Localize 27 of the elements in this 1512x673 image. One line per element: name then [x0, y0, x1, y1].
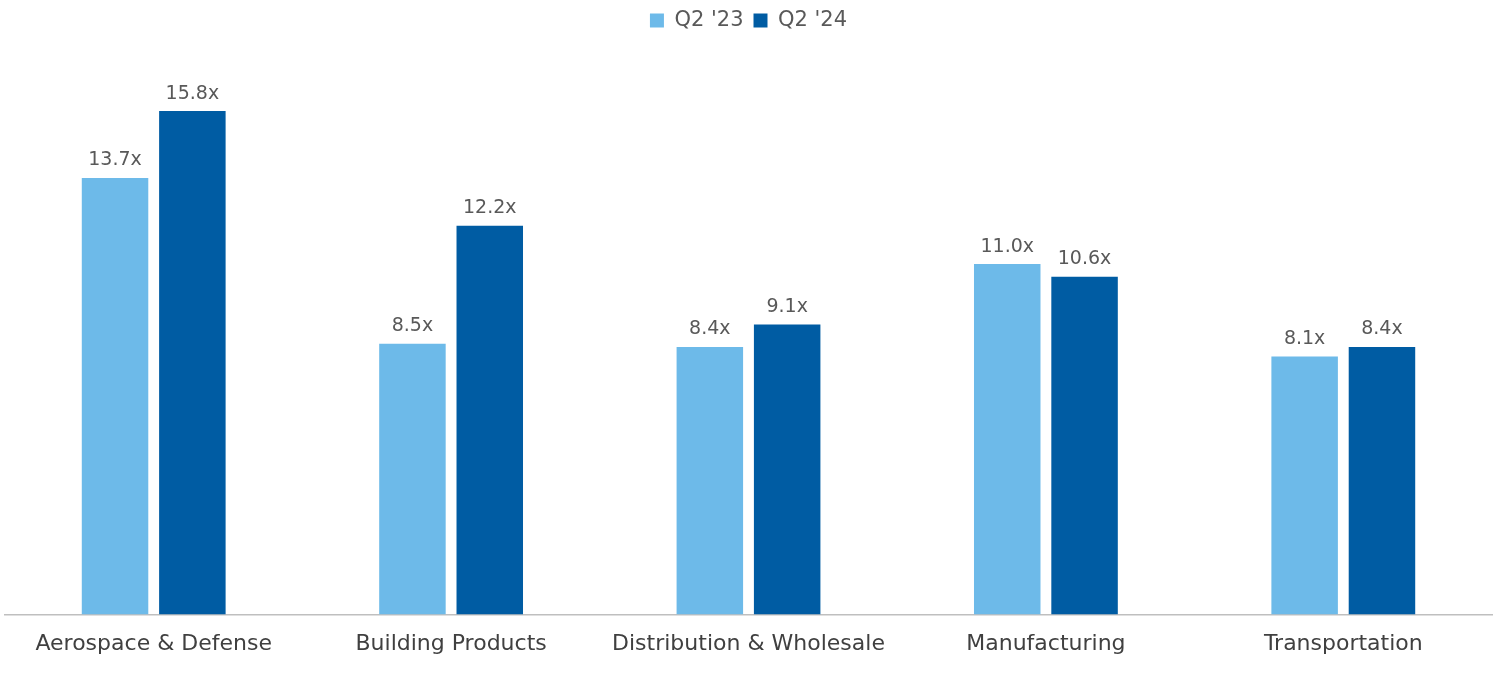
data-label: 8.4x	[1361, 316, 1403, 339]
legend-label: Q2 '24	[778, 6, 848, 31]
bar	[676, 346, 744, 615]
data-label: 8.4x	[689, 316, 731, 339]
bar	[973, 264, 1041, 615]
x-tick-label: Aerospace & Defense	[35, 629, 272, 655]
bar	[753, 324, 821, 615]
bar	[81, 178, 149, 615]
data-label: 11.0x	[980, 233, 1035, 256]
data-label: 12.2x	[462, 195, 517, 218]
x-tick-label: Manufacturing	[966, 629, 1126, 655]
bar	[379, 343, 446, 615]
data-label: 15.8x	[165, 80, 220, 103]
bar	[1271, 356, 1338, 615]
data-label: 13.7x	[88, 147, 142, 170]
bar	[1051, 276, 1118, 615]
x-tick-label: Building Products	[355, 629, 547, 655]
data-label: 10.6x	[1057, 246, 1112, 269]
data-label: 9.1x	[766, 294, 808, 317]
bar	[1348, 346, 1416, 615]
x-tick-label: Distribution & Wholesale	[612, 629, 885, 655]
bar	[159, 111, 226, 615]
data-label: 8.1x	[1283, 325, 1326, 348]
data-label: 8.5x	[391, 313, 434, 336]
legend-label: Q2 '23	[674, 6, 744, 31]
x-tick-label: Transportation	[1262, 629, 1423, 655]
bar	[456, 225, 524, 615]
